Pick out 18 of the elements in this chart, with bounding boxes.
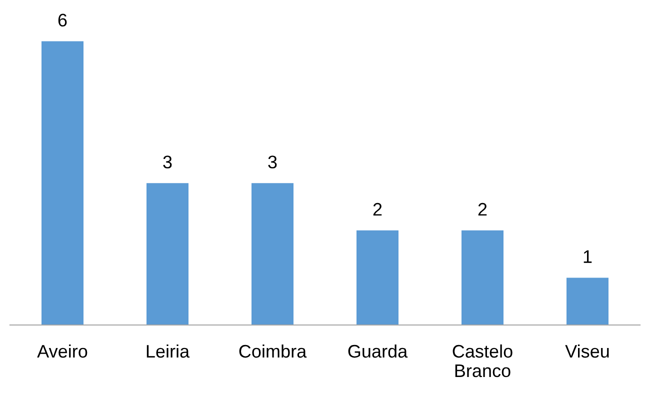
bar xyxy=(462,230,504,325)
x-tick-label: Aveiro xyxy=(37,344,88,358)
bar xyxy=(146,183,188,325)
data-label: 6 xyxy=(58,14,67,27)
x-tick-label: Leiria xyxy=(146,344,190,358)
data-label: 3 xyxy=(163,156,172,168)
x-tick-label: Coimbra xyxy=(239,344,307,358)
bar xyxy=(42,41,84,325)
x-tick-label: Castelo Branco xyxy=(452,344,512,378)
bar xyxy=(566,278,608,325)
data-label: 2 xyxy=(373,202,382,216)
data-label: 1 xyxy=(584,250,592,263)
bar xyxy=(356,230,398,325)
data-label: 3 xyxy=(268,156,277,168)
x-tick-label: Guarda xyxy=(348,344,408,358)
x-tick-label: Viseu xyxy=(565,344,609,358)
bar xyxy=(252,183,294,325)
data-label: 2 xyxy=(478,202,487,216)
